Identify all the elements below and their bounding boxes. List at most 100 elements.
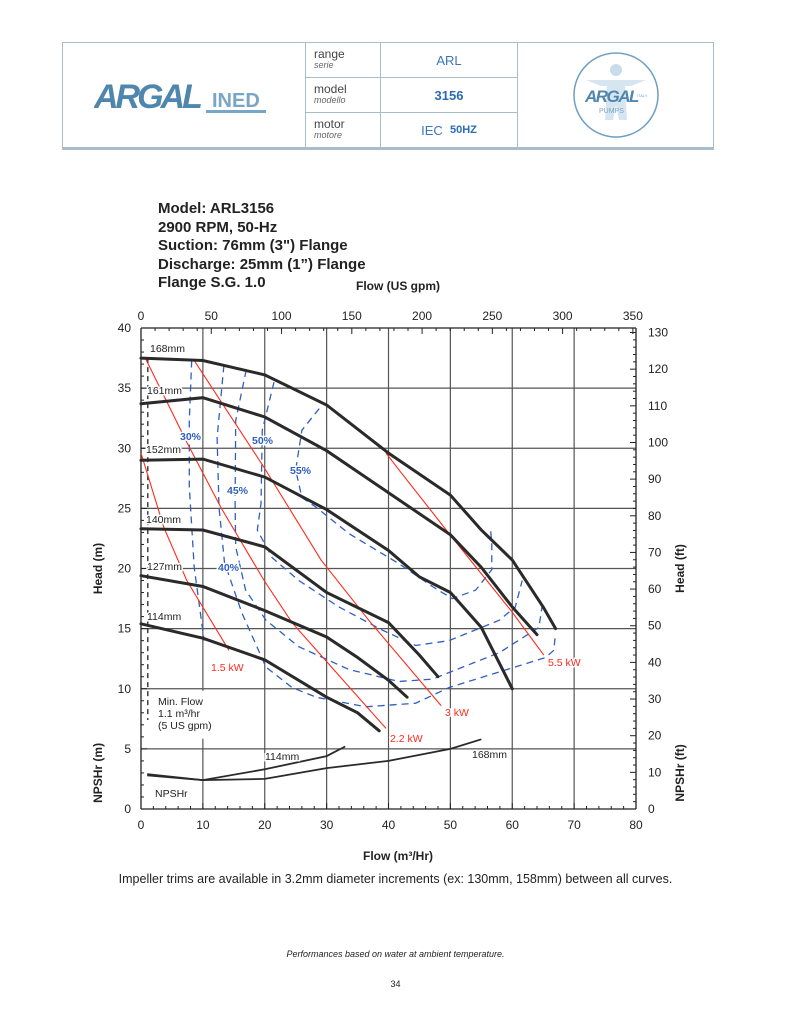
efficiency-curve-30pct [188,360,205,641]
argal-pumps-logo: ARGAL PUMPS ITALY [518,43,713,148]
model-label-it: modello [314,95,346,105]
y-tick-label: 5 [124,742,131,756]
min-flow-label: 1.1 m³/hr [158,708,201,720]
x-tick-label: 70 [567,818,581,832]
y2-tick-label: 120 [648,362,668,376]
x-axis-title: Flow (m³/Hr) [363,849,433,863]
head-curve-168mm [139,356,558,631]
spec-suction: Suction: 76mm (3") Flange [158,237,348,254]
x-tick-label: 10 [196,818,210,832]
range-label-en: range [314,47,345,61]
efficiency-label: 55% [290,465,312,477]
model-label-en: model [314,82,347,96]
y2-tick-label: 40 [648,655,662,669]
diameter-label: 152mm [146,444,181,456]
npsh-diameter-label: 168mm [472,749,507,761]
x2-tick-label: 0 [138,309,145,323]
disclaimer: Performances based on water at ambient t… [286,949,505,959]
y2-tick-label: 100 [648,435,668,449]
y-tick-label: 0 [124,802,131,816]
x-tick-label: 30 [320,818,334,832]
x2-tick-label: 150 [342,309,362,323]
y-tick-label: 25 [118,501,132,515]
head-curve-161mm [139,396,539,637]
head-curve-152mm [139,457,514,691]
model-value: 3156 [381,78,518,113]
x2-tick-label: 250 [482,309,502,323]
header-table: ARGAL INED range serie ARL ARGAL PUMPS IT… [62,42,714,150]
svg-text:INED: INED [212,90,260,112]
min-flow-label: (5 US gpm) [158,720,212,732]
y-tick-label: 40 [118,321,132,335]
x-tick-label: 0 [138,818,145,832]
power-label: 1.5 kW [211,662,244,674]
y2-tick-label: 30 [648,692,662,706]
x2-tick-label: 50 [205,309,219,323]
head-curve-114mm [139,622,381,733]
motor-label: motor motore [306,113,381,148]
brand-logo-icon: ARGAL INED [94,78,266,115]
power-line-55kW [385,452,545,656]
model-label: model modello [306,78,381,113]
y2-axis-title-npsh: NPSHr (ft) [673,744,687,801]
efficiency-curve-45pct [234,369,543,683]
y2-tick-label: 60 [648,582,662,596]
y-tick-label: 30 [118,441,132,455]
x2-tick-label: 100 [272,309,292,323]
diameter-label: 168mm [150,343,185,355]
diameter-label: 114mm [147,611,181,623]
efficiency-label: 40% [218,562,240,574]
y2-tick-label: 50 [648,619,662,633]
head-curve-140mm [139,527,440,679]
y2-axis-title: Head (ft) [673,544,687,593]
min-flow-label: Min. Flow [158,696,203,708]
y-tick-label: 35 [118,381,132,395]
motor-value-text: 50HZ [450,124,477,136]
motor-value: IEC 50HZ [381,113,518,148]
min-flow-box [150,690,248,739]
range-label: range serie [306,43,381,78]
badge-logo-icon: ARGAL PUMPS ITALY [572,52,659,138]
spec-model: Model: ARL3156 [158,200,275,217]
spec-discharge: Discharge: 25mm (1”) Flange [158,255,366,273]
page-number: 34 [390,979,401,989]
impeller-note: Impeller trims are available in 3.2mm di… [118,872,673,886]
y2-tick-label: 0 [648,802,655,816]
power-label: 2.2 kW [390,733,423,745]
x2-tick-label: 300 [553,309,573,323]
y-tick-label: 20 [118,562,132,576]
range-label-it: serie [314,60,334,70]
y-axis-title-npsh: NPSHr (m) [91,743,105,803]
npsh-diameter-label: 114mm [265,751,299,763]
svg-text:ITALY: ITALY [637,93,648,98]
y-tick-label: 10 [118,682,132,696]
y2-tick-label: 10 [648,765,662,779]
x2-tick-label: 350 [623,309,643,323]
spec-block: Model: ARL3156 2900 RPM, 50-Hz Suction: … [158,200,366,293]
y2-tick-label: 90 [648,472,662,486]
x-tick-label: 20 [258,818,272,832]
efficiency-curve-40pct [216,365,557,708]
x-tick-label: 60 [506,818,520,832]
model-value-text: 3156 [434,87,464,103]
efficiency-curve-55pct [295,408,493,600]
power-line-15kW [140,452,230,651]
power-line-3kW [193,360,442,706]
spec-flange: Flange S.G. 1.0 [158,274,266,291]
head-curve-127mm [139,574,409,699]
motor-value-prefix: IEC [421,122,443,138]
efficiency-label: 30% [180,431,202,443]
range-value: ARL [381,43,518,78]
diameter-label: 140mm [146,514,181,526]
y2-tick-label: 80 [648,509,662,523]
svg-text:ARGAL: ARGAL [584,87,639,106]
efficiency-label: 50% [252,435,274,447]
npsh-label: NPSHr [155,788,188,800]
efficiency-curve-50pct [256,381,523,647]
y2-tick-label: 130 [648,326,668,340]
x2-tick-label: 200 [412,309,432,323]
efficiency-label: 45% [227,485,249,497]
y-axis-title: Head (m) [91,543,105,594]
npsh-curve-114mm [147,745,346,782]
